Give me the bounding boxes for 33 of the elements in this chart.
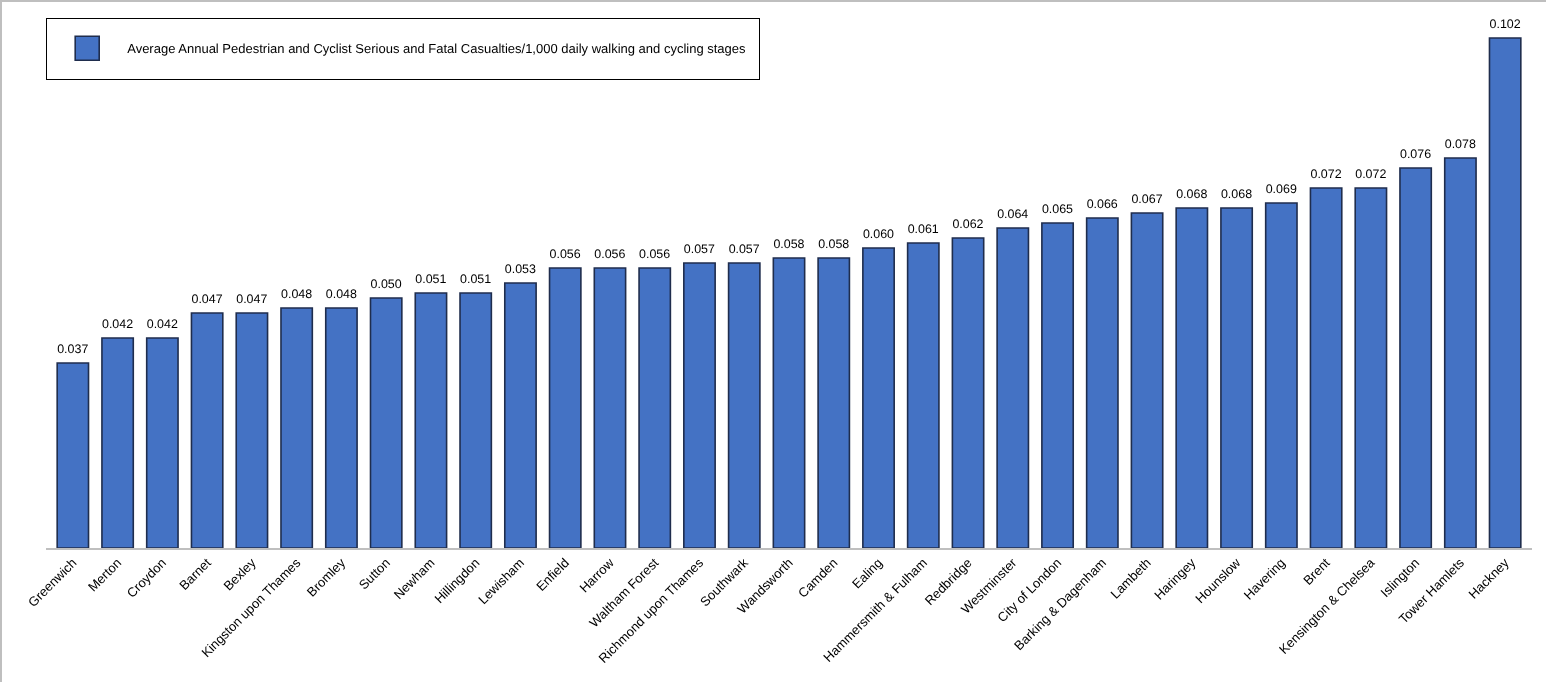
bar: [683, 262, 716, 548]
bar: [772, 257, 806, 548]
bar: [593, 267, 627, 548]
bar: [190, 312, 224, 548]
bar: [1175, 207, 1209, 548]
bar: [1443, 157, 1477, 548]
bar: [996, 227, 1030, 548]
bar: [56, 362, 90, 548]
bar: [1041, 222, 1075, 548]
bar: [235, 312, 269, 548]
bar: [548, 267, 582, 548]
bar: [503, 282, 537, 548]
bar: [1399, 167, 1433, 548]
bar: [906, 242, 940, 548]
bar: [1130, 212, 1164, 548]
bar: [951, 237, 985, 548]
bar: [101, 337, 135, 548]
bar: [862, 247, 895, 548]
bar: [459, 292, 493, 548]
bar: [280, 307, 314, 548]
bar: [324, 307, 358, 548]
bar: [1264, 202, 1298, 548]
bar: [638, 267, 672, 548]
bar: [145, 337, 179, 548]
bar: [727, 262, 761, 548]
bar: [817, 257, 851, 548]
bar: [1220, 207, 1254, 548]
bar: [369, 297, 403, 548]
bar: [1488, 37, 1522, 548]
bar: [414, 292, 448, 548]
bar: [1309, 187, 1343, 548]
bar: [1085, 217, 1119, 548]
bar: [1354, 187, 1388, 548]
